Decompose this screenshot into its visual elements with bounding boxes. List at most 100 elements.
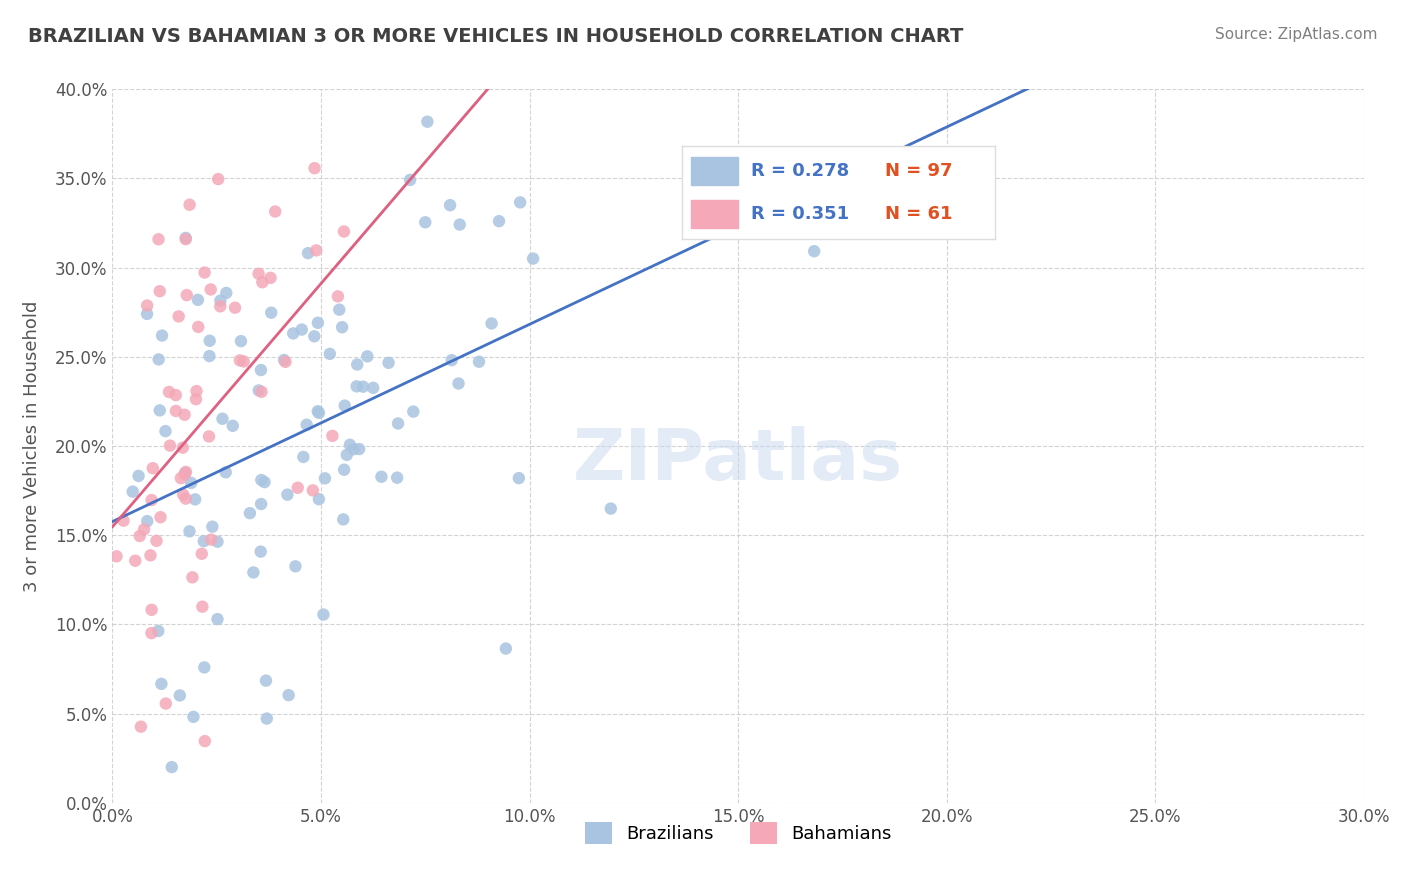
Point [352,379,374,393]
Point [179,198,201,212]
Point [259,270,281,285]
Point [239,506,262,520]
Point [145,533,167,548]
Point [136,307,159,321]
Point [308,492,330,507]
Point [173,408,195,422]
Point [191,547,214,561]
Point [336,448,359,462]
Point [201,519,224,533]
Point [160,760,183,774]
Point [599,501,621,516]
Point [200,283,222,297]
Point [260,306,283,320]
Point [207,534,229,549]
Legend: Brazilians, Bahamians: Brazilians, Bahamians [578,814,898,851]
Point [291,322,314,336]
Point [522,252,544,266]
Point [305,244,328,258]
Point [274,355,297,369]
Point [136,514,159,528]
Point [880,192,903,206]
Point [495,641,517,656]
Point [690,72,713,87]
Point [155,697,177,711]
Point [283,326,305,341]
Point [169,689,191,703]
Point [232,354,254,368]
Point [128,529,150,543]
Point [803,244,825,259]
Point [247,384,270,398]
Point [124,554,146,568]
Point [447,376,470,391]
Point [330,320,353,334]
Point [172,441,194,455]
Point [181,570,204,584]
Point [187,319,209,334]
Point [172,487,194,501]
Point [209,299,232,313]
Point [402,404,425,418]
Point [170,471,193,485]
Point [339,438,361,452]
Point [249,544,271,558]
Point [150,677,173,691]
Point [295,417,318,432]
Point [149,510,172,524]
Point [215,285,238,300]
Point [128,469,150,483]
Point [481,317,503,331]
Point [399,173,422,187]
Point [215,465,238,479]
Point [139,549,162,563]
Point [509,195,531,210]
Point [508,471,530,485]
Point [416,114,439,128]
Point [148,352,170,367]
Point [150,328,173,343]
Point [105,549,128,564]
Point [183,710,205,724]
Point [307,316,329,330]
Point [194,266,217,280]
Point [377,356,399,370]
Point [297,246,319,260]
Point [361,381,384,395]
Point [254,673,277,688]
Point [174,231,197,245]
Point [387,417,409,431]
Point [346,358,368,372]
Point [179,524,201,539]
Point [413,215,436,229]
Point [302,483,325,498]
Point [247,267,270,281]
Point [347,442,370,456]
Point [141,626,163,640]
Point [242,566,264,580]
Point [449,218,471,232]
Point [314,471,336,485]
Point [304,161,326,176]
Point [333,225,356,239]
Point [252,275,274,289]
Point [167,310,190,324]
Point [174,232,197,246]
Point [250,384,273,399]
Point [174,466,197,480]
Point [174,465,197,479]
Point [250,473,273,487]
Point [333,463,356,477]
Point [157,384,180,399]
Point [207,172,229,186]
Point [176,288,198,302]
Point [342,442,364,457]
Point [273,353,295,368]
Point [326,289,349,303]
Point [284,559,307,574]
Point [198,349,221,363]
Point [149,284,172,298]
Point [321,429,343,443]
Point [194,734,217,748]
Point [264,204,287,219]
